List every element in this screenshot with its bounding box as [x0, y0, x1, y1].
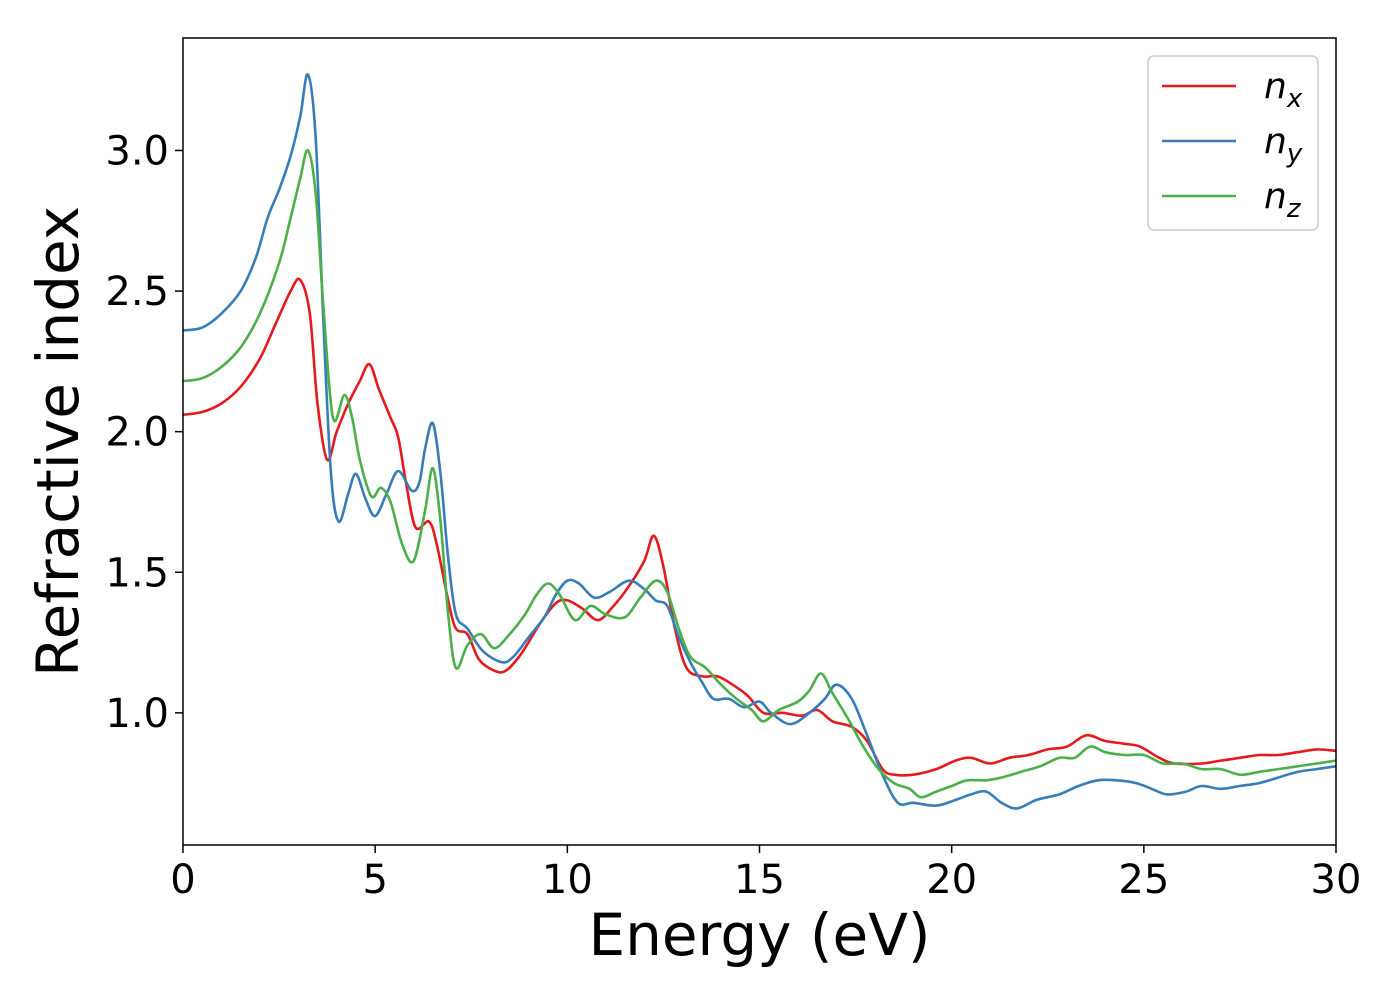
x-tick-label: 0: [170, 857, 195, 903]
legend-label: nz: [1264, 176, 1302, 224]
series-layer: [182, 73, 1337, 810]
y-tick-label: 1.0: [105, 691, 169, 737]
legend-box: [1147, 55, 1319, 231]
y-axis-title: Refractive index: [24, 206, 92, 677]
y-tick-label: 2.0: [105, 410, 169, 456]
x-axis-title: Energy (eV): [588, 901, 930, 969]
y-tick-label: 1.5: [105, 550, 169, 596]
legend-label: ny: [1264, 121, 1303, 169]
x-tick-label: 30: [1311, 857, 1362, 903]
x-tick-label: 5: [362, 857, 387, 903]
series-line-ny: [182, 73, 1337, 810]
x-tick-label: 25: [1118, 857, 1169, 903]
series-line-nx: [182, 277, 1337, 777]
legend: nx ny nz: [1147, 55, 1319, 231]
y-tick-label: 3.0: [105, 128, 169, 174]
y-tick-label: 2.5: [105, 269, 169, 315]
x-tick-label: 10: [542, 857, 593, 903]
x-tick-label: 20: [926, 857, 977, 903]
x-tick-label: 15: [734, 857, 785, 903]
legend-label: nx: [1264, 66, 1303, 114]
plot-area-frame: [182, 37, 1337, 846]
ticks: 0 5 10 15 20 25 30 1.0 1.5 2.0 2.5 3.0: [105, 128, 1361, 903]
series-line-nz: [182, 149, 1337, 799]
